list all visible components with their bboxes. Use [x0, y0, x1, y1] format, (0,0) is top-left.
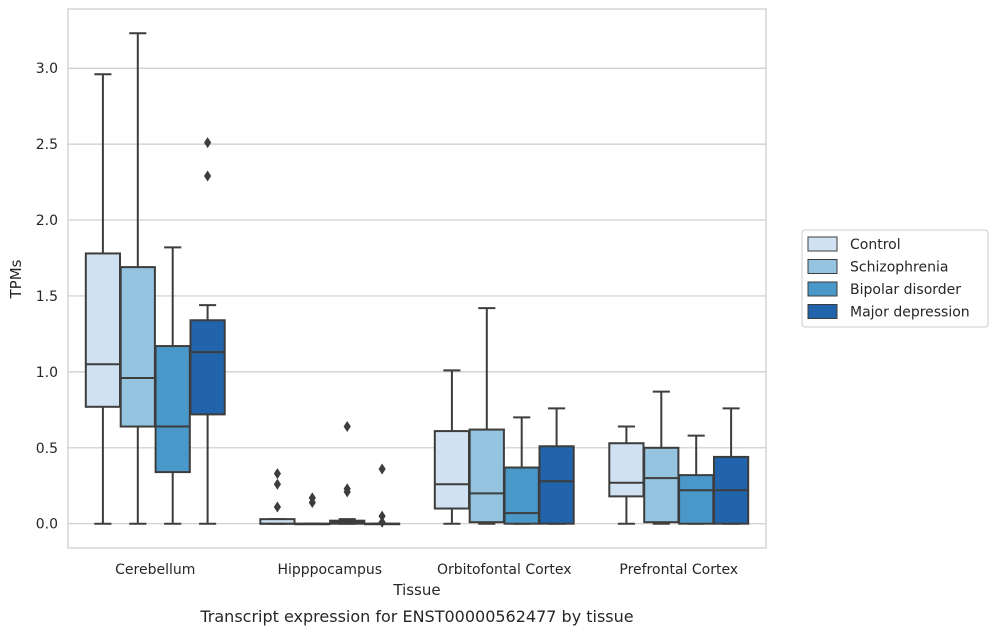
box [712, 407, 750, 525]
box [154, 246, 191, 525]
y-tick-label: 3.0 [36, 61, 58, 77]
legend-label: Control [850, 237, 901, 253]
outlier-point [273, 501, 281, 513]
box-body [84, 252, 122, 408]
outlier-point [343, 483, 351, 495]
y-tick-label: 2.0 [36, 213, 58, 229]
outlier-point [204, 137, 212, 149]
box [433, 369, 471, 525]
box-body [608, 442, 645, 498]
legend-swatch [807, 281, 838, 297]
outlier-point [204, 170, 212, 182]
y-tick-label: 1.0 [36, 365, 58, 381]
x-tick-label: Cerebellum [115, 562, 195, 578]
box-body [154, 345, 191, 474]
series-major-depression [189, 137, 750, 528]
box [259, 468, 296, 525]
x-tick-label: Hipppocampus [277, 562, 382, 578]
chart-caption: Transcript expression for ENST0000056247… [199, 607, 633, 626]
x-tick-labels: Cerebellum Hipppocampus Orbitofontal Corte… [115, 562, 738, 578]
outlier-point [343, 421, 351, 433]
box [84, 73, 122, 525]
legend-label: Schizophrenia [850, 260, 948, 276]
box-series [84, 32, 750, 528]
x-axis-label: Tissue [392, 581, 440, 599]
box-body [678, 474, 715, 525]
box-body [643, 446, 680, 524]
legend: Control Schizophrenia Bipolar disorder Majo… [801, 229, 989, 328]
box [363, 463, 401, 528]
box [468, 307, 505, 525]
y-tick-label: 1.5 [36, 289, 58, 305]
plot-frame [67, 8, 767, 549]
y-tick-labels: 0.0 0.5 1.0 1.5 2.0 2.5 3.0 [36, 61, 58, 532]
box [678, 434, 715, 525]
box-body [538, 445, 575, 525]
box [608, 425, 645, 525]
x-tick-label: Prefrontal Cortex [619, 562, 738, 578]
box-body [189, 319, 226, 416]
box-body [433, 430, 471, 510]
box [503, 416, 540, 525]
legend-swatch [807, 304, 838, 319]
box [119, 32, 156, 525]
series-bipolar-disorder [154, 246, 715, 525]
box [329, 421, 366, 525]
x-tick-label: Orbitofontal Cortex [437, 562, 572, 578]
series-schizophrenia [119, 32, 680, 526]
y-tick-label: 0.5 [36, 441, 58, 457]
box-body [119, 266, 156, 428]
outlier-point [378, 510, 386, 522]
y-tick-label: 0.0 [36, 517, 58, 533]
box-body [503, 466, 540, 525]
legend-swatch [807, 236, 838, 252]
outlier-point [378, 463, 386, 475]
outlier-point [273, 468, 281, 480]
box [538, 407, 575, 525]
box-body [468, 428, 505, 524]
y-tick-label: 2.5 [36, 137, 58, 153]
box [643, 390, 680, 525]
box [189, 137, 226, 525]
legend-label: Major depression [850, 305, 970, 321]
legend-swatch [807, 259, 838, 274]
legend-frame [801, 229, 989, 328]
outlier-point [308, 492, 316, 504]
legend-label: Bipolar disorder [850, 282, 961, 298]
outlier-point [378, 516, 386, 528]
y-axis-label: TPMs [7, 259, 25, 299]
outlier-point [273, 478, 281, 490]
box [294, 492, 331, 526]
